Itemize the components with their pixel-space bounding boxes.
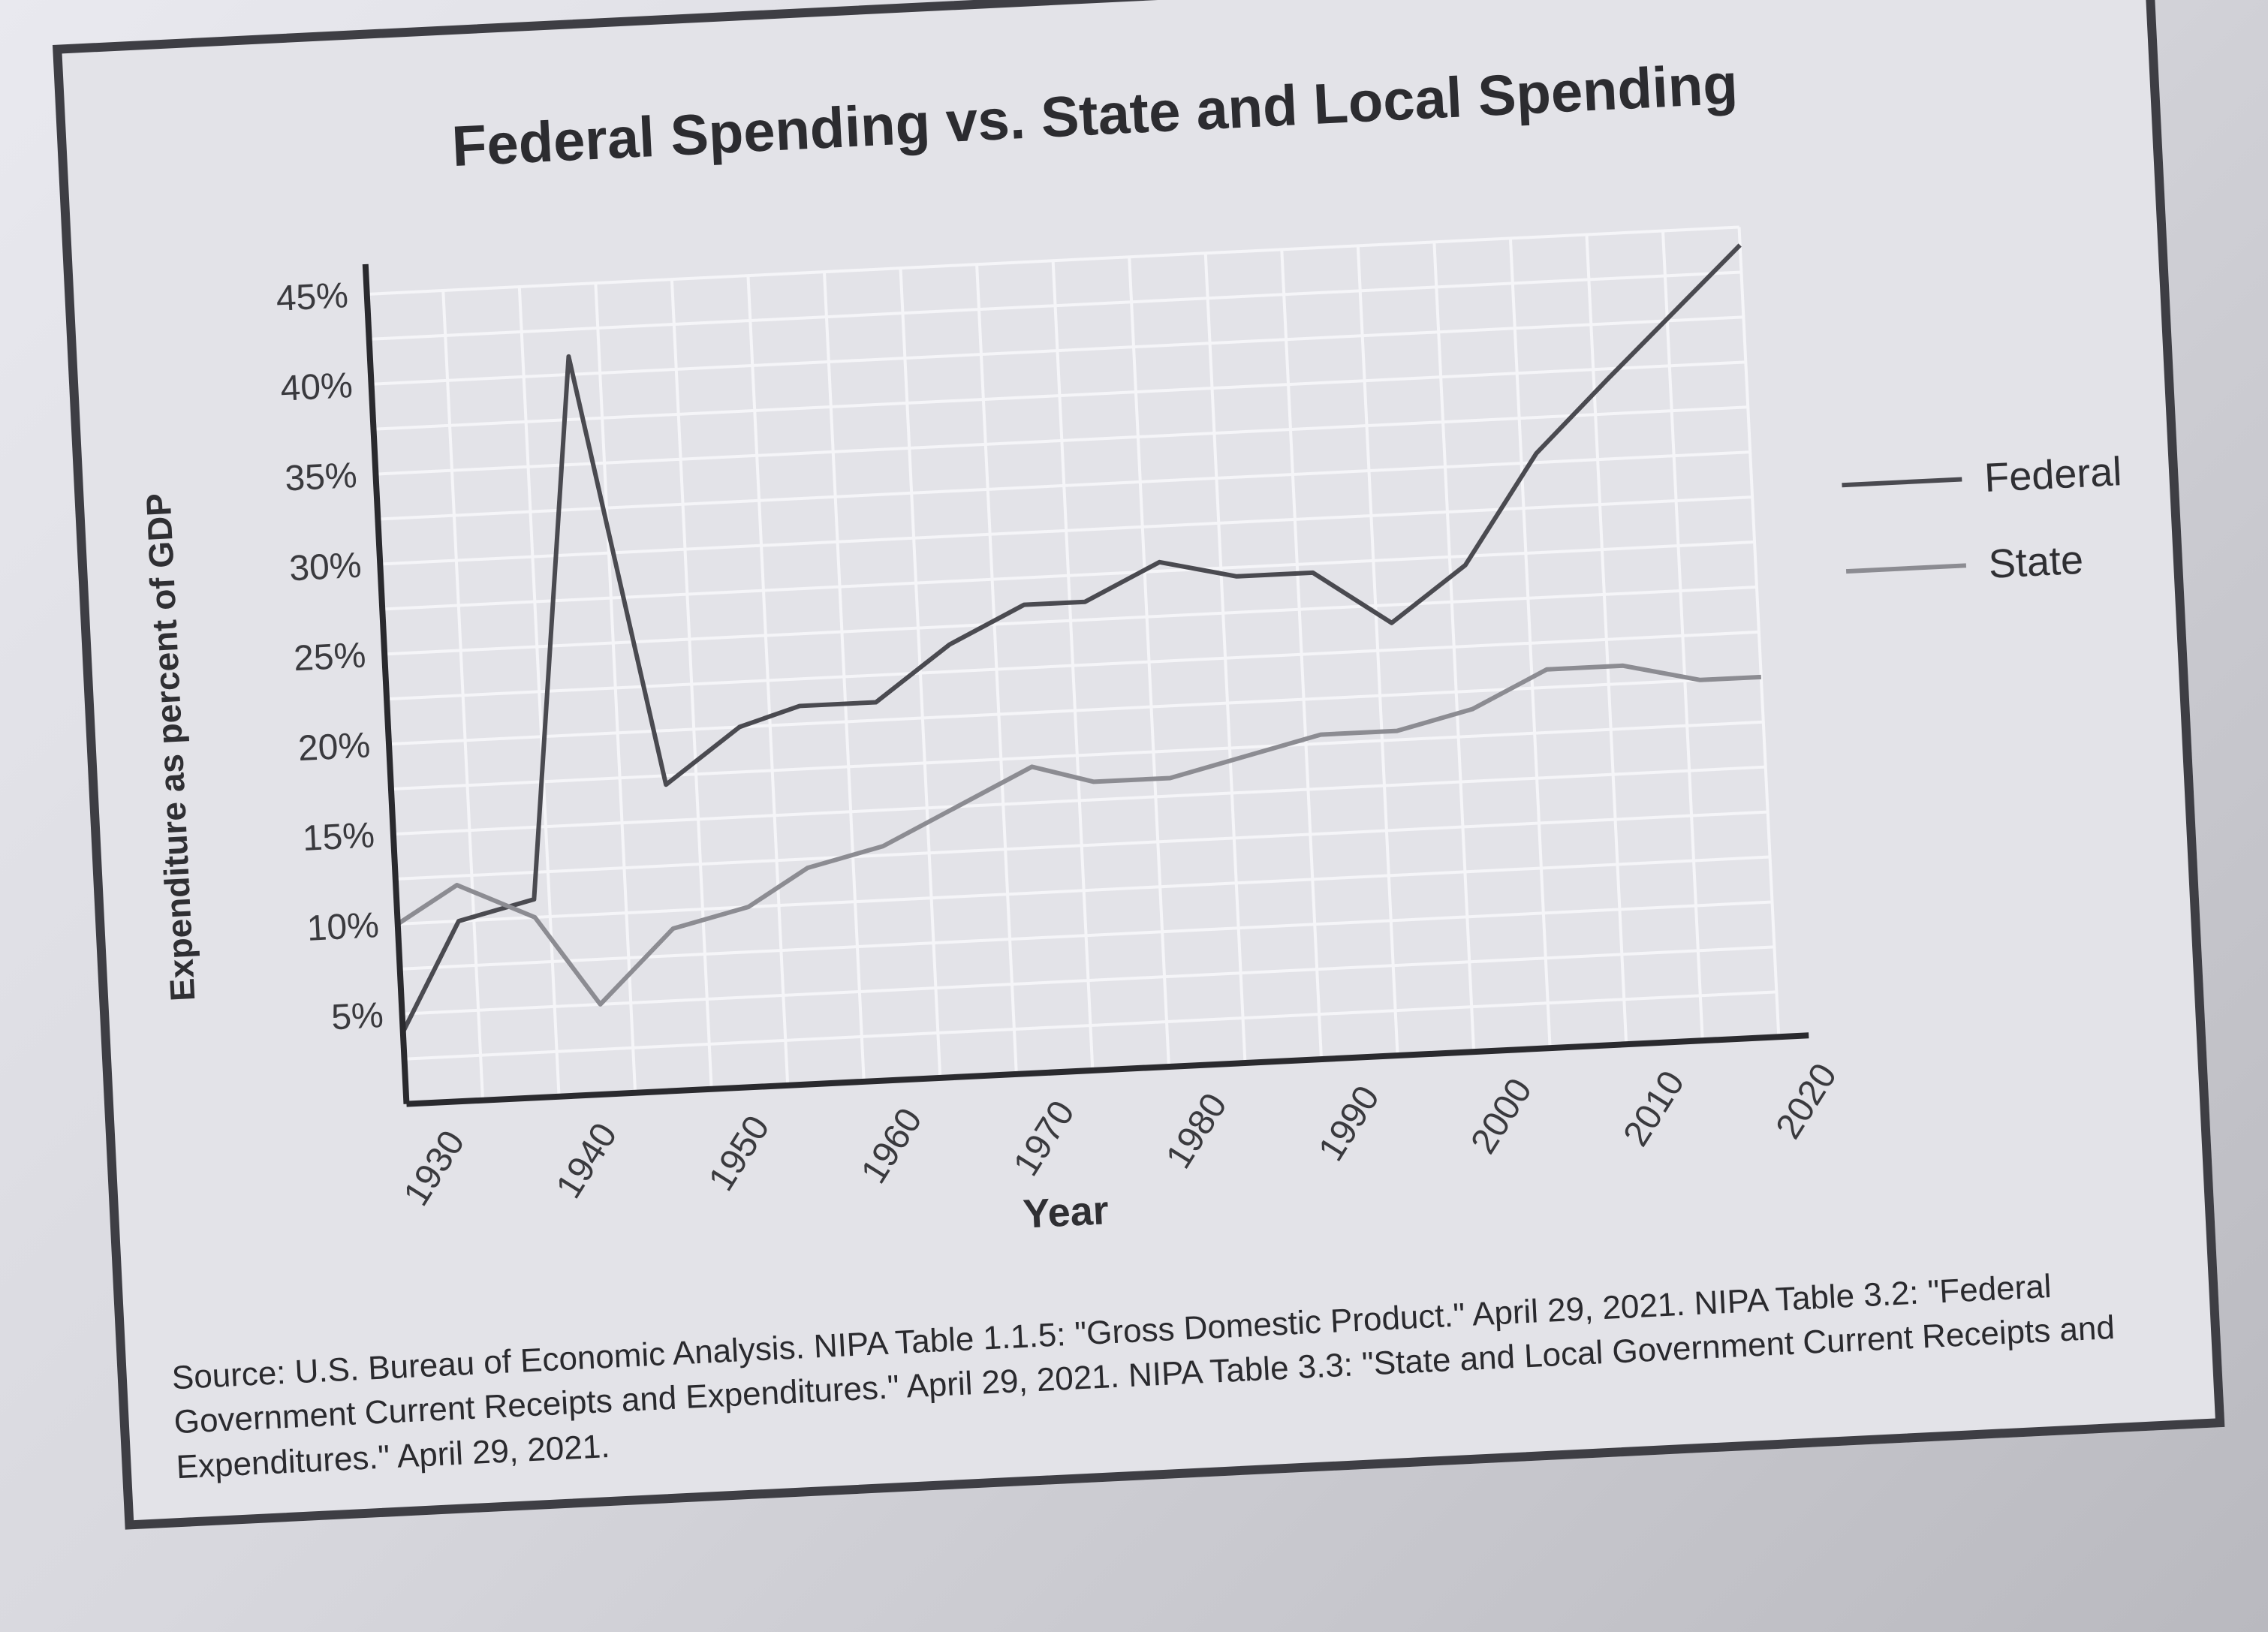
grid-line-vertical xyxy=(1432,242,1476,1052)
chart-figure: Federal Spending vs. State and Local Spe… xyxy=(53,0,2225,1530)
line-chart: Federal Spending vs. State and Local Spe… xyxy=(138,52,2123,1237)
x-axis-line xyxy=(406,1032,1809,1107)
x-tick-labels: 1930 1940 1950 1960 1970 1980 1990 2000 2010 2020 xyxy=(396,1057,1845,1213)
series-line-state xyxy=(396,663,1761,1007)
legend-swatch-state xyxy=(1845,563,1967,574)
x-tick-label: 1990 xyxy=(1311,1079,1387,1168)
x-tick-label: 1970 xyxy=(1006,1094,1083,1183)
grid-line-vertical xyxy=(975,264,1018,1075)
y-tick-label: 40% xyxy=(279,366,354,409)
grid-line-vertical xyxy=(1585,234,1628,1045)
y-axis-label: Expenditure as percent of GDP xyxy=(138,492,202,1002)
y-tick-label: 25% xyxy=(293,636,367,679)
x-tick-label: 1940 xyxy=(549,1116,625,1206)
grid-line-vertical xyxy=(822,272,866,1082)
grid-line-vertical xyxy=(1203,253,1247,1064)
chart-grid xyxy=(365,225,1781,1106)
y-tick-labels: 5% 10% 15% 20% 25% 30% 35% 40% 45% xyxy=(276,276,384,1037)
x-tick-label: 2020 xyxy=(1769,1057,1845,1146)
legend-label-state: State xyxy=(1987,537,2084,587)
grid-line-vertical xyxy=(1661,230,1704,1041)
series-line-federal xyxy=(401,243,1742,1034)
grid-line-vertical xyxy=(1280,249,1324,1060)
legend-swatch-federal xyxy=(1842,477,1962,488)
y-tick-label: 30% xyxy=(288,546,363,589)
y-tick-label: 15% xyxy=(302,815,376,859)
x-tick-label: 1960 xyxy=(854,1101,930,1191)
legend-label-federal: Federal xyxy=(1983,449,2123,501)
y-tick-label: 35% xyxy=(284,456,358,499)
grid-line-vertical xyxy=(517,286,561,1097)
x-tick-label: 1950 xyxy=(701,1109,778,1198)
x-tick-label: 2000 xyxy=(1463,1071,1540,1161)
series-layer xyxy=(396,243,1761,1034)
x-tick-label: 1980 xyxy=(1158,1086,1235,1176)
x-tick-label: 2010 xyxy=(1616,1064,1692,1154)
chart-legend: Federal State xyxy=(1842,449,2123,587)
grid-line-vertical xyxy=(1128,257,1170,1067)
grid-line-vertical xyxy=(1737,227,1781,1037)
grid-line-vertical xyxy=(594,282,637,1093)
y-tick-label: 20% xyxy=(297,725,372,769)
y-axis-line xyxy=(362,263,410,1104)
grid-line-vertical xyxy=(670,279,713,1089)
grid-line-vertical xyxy=(746,276,790,1085)
grid-line-vertical xyxy=(1051,260,1095,1071)
grid-line-vertical xyxy=(1508,238,1552,1049)
y-tick-label: 45% xyxy=(276,276,350,319)
x-tick-label: 1930 xyxy=(396,1124,473,1213)
x-axis-label: Year xyxy=(1022,1188,1110,1237)
chart-axes xyxy=(362,263,1809,1107)
y-tick-label: 5% xyxy=(330,995,384,1037)
grid-line-vertical xyxy=(899,268,942,1078)
grid-line-vertical xyxy=(1356,245,1399,1056)
y-tick-label: 10% xyxy=(306,905,381,949)
chart-title: Federal Spending vs. State and Local Spe… xyxy=(450,52,1739,179)
grid-line-vertical xyxy=(441,290,485,1101)
